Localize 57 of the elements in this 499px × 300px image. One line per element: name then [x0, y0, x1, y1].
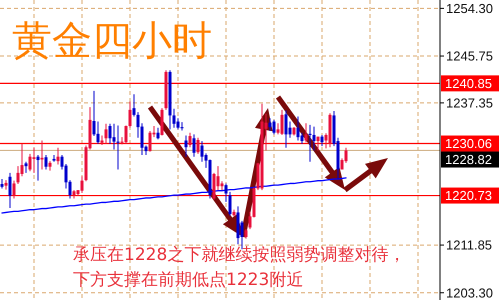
candlestick [172, 108, 176, 128]
annotation: 承压在1228之下就继续按照弱势调整对待， [73, 245, 406, 265]
candlestick [228, 191, 232, 216]
candlestick [280, 109, 284, 136]
candlestick [124, 124, 128, 144]
candlestick [112, 123, 116, 150]
y-tick-label: 1245.75 [446, 48, 493, 64]
candlestick [100, 135, 104, 146]
candlestick [296, 116, 300, 142]
candlestick [188, 132, 192, 148]
candlestick [316, 136, 320, 152]
candlestick [12, 180, 16, 200]
y-tick-label: 1254.30 [446, 0, 493, 16]
candlestick [116, 124, 120, 170]
y-tick-label: 1211.85 [446, 238, 492, 253]
ref-line-label: 1220.73 [445, 188, 492, 204]
ref-line-label: 1230.06 [445, 136, 492, 152]
candlestick [244, 228, 248, 240]
candlestick [176, 118, 180, 130]
candlestick [96, 121, 100, 144]
candlestick [36, 154, 40, 182]
candlestick [304, 122, 308, 143]
candlestick [16, 166, 20, 185]
candlestick [132, 94, 136, 118]
candlestick [32, 147, 36, 174]
candlestick [80, 176, 84, 194]
candlestick [28, 153, 32, 172]
annotation: 下方支撑在前期低点1223附近 [73, 270, 304, 290]
y-tick-label: 1203.30 [446, 285, 493, 300]
candlestick [200, 140, 204, 162]
candlestick [44, 154, 48, 170]
candlestick [104, 123, 108, 144]
candlestick [40, 140, 44, 170]
candlestick [284, 110, 288, 148]
candlestick [128, 100, 132, 128]
candlestick [312, 126, 316, 152]
candlestick [4, 180, 8, 190]
candlestick [184, 135, 188, 158]
candlestick [192, 134, 196, 158]
candlestick [272, 119, 276, 135]
ref-line-label: 1240.85 [445, 76, 492, 91]
y-tick-label: 1237.35 [446, 95, 493, 110]
candlestick [196, 137, 200, 154]
candlestick [24, 161, 28, 174]
line-series [1, 177, 347, 214]
candlestick [56, 147, 60, 165]
candlestick [148, 130, 152, 152]
candlestick [156, 127, 160, 140]
candlestick [268, 118, 272, 132]
candlestick [108, 123, 112, 144]
candlestick [8, 172, 12, 208]
candlestick [224, 182, 228, 202]
candlestick [0, 178, 4, 189]
ref-line-label: 1228.82 [445, 152, 492, 168]
text: 黄金四小时 [12, 18, 212, 64]
candlestick [320, 134, 324, 147]
candlestick [308, 124, 312, 162]
